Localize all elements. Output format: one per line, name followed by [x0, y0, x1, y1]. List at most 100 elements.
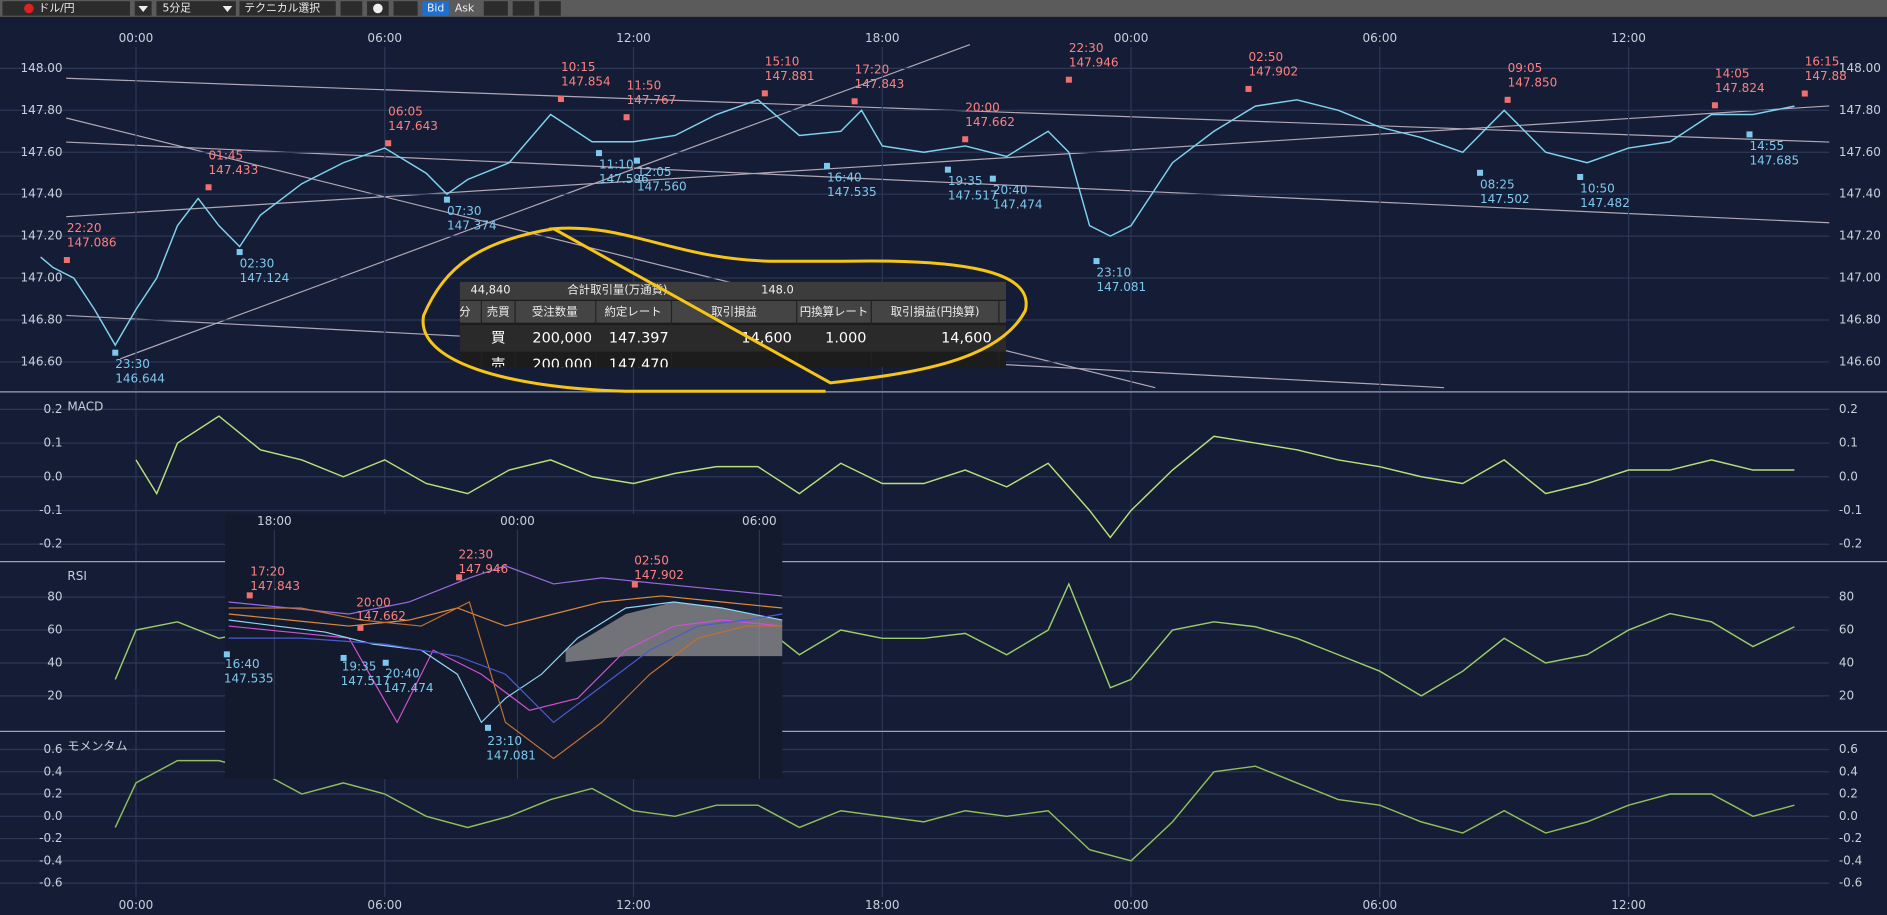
high-time: 09:05	[1508, 61, 1543, 75]
cell-rate: 147.470	[609, 357, 669, 373]
high-price: 147.767	[627, 93, 677, 107]
high-marker	[623, 114, 630, 121]
high-time: 22:20	[67, 221, 102, 235]
low-price: 147.502	[1480, 192, 1530, 206]
y-tick-label: -0.4	[39, 853, 62, 867]
high-price: 147.881	[765, 69, 815, 83]
y-tick-label: 148.00	[21, 61, 63, 75]
x-tick-label: 06:00	[367, 898, 402, 912]
summary-row	[459, 281, 1007, 300]
y-tick-label: 147.40	[21, 187, 63, 201]
high-marker	[1065, 76, 1072, 83]
bid-button[interactable]	[422, 1, 449, 16]
inset-line	[228, 601, 783, 724]
high-time: 02:50	[1248, 50, 1283, 64]
draw-tool-button[interactable]	[340, 1, 363, 16]
timeframe-select[interactable]	[156, 1, 236, 16]
y-tick-label: 147.80	[21, 103, 63, 117]
low-marker	[443, 196, 450, 203]
x-tick-label: 12:00	[1611, 898, 1646, 912]
cell-side: 買	[491, 330, 505, 346]
zoom-out-button[interactable]	[539, 1, 561, 16]
inset-low-time: 19:35	[342, 659, 377, 673]
series-line	[135, 415, 1795, 539]
high-price: 147.902	[1248, 65, 1298, 79]
y-tick-label: 0.0	[1839, 809, 1858, 823]
high-marker	[851, 98, 858, 105]
summary-cell: 合計取引量(万通貨)	[567, 283, 667, 297]
low-time: 08:25	[1480, 177, 1515, 191]
low-price: 147.560	[637, 180, 687, 194]
inset-high-time: 17:20	[250, 564, 285, 578]
technical: テクニカル選択	[244, 0, 320, 14]
high-time: 01:45	[209, 148, 244, 162]
y-tick-label: -0.2	[1839, 537, 1862, 551]
low-time: 02:30	[240, 257, 275, 271]
toolbar-bg	[0, 0, 1887, 17]
y-tick-label: 0.0	[43, 809, 62, 823]
inset-high-time: 20:00	[356, 596, 391, 610]
high-marker	[962, 136, 969, 143]
x-tick-label: 18:00	[865, 31, 900, 45]
low-price: 147.535	[827, 185, 877, 199]
inset-high-price: 147.662	[356, 609, 406, 623]
y-tick-label: 0.6	[43, 742, 62, 756]
low-marker	[944, 166, 951, 173]
high-time: 10:15	[561, 60, 596, 74]
y-tick-label: 0.2	[1839, 787, 1858, 801]
y-tick-label: 146.60	[21, 354, 63, 368]
low-price: 147.482	[1580, 196, 1630, 210]
x-tick-label: 06:00	[1362, 31, 1397, 45]
series-line	[40, 99, 1795, 347]
y-tick-label: 147.00	[21, 271, 63, 285]
low-time: 10:50	[1580, 182, 1615, 196]
symbol: ドル/円	[39, 1, 75, 14]
inset-line	[228, 565, 783, 615]
inset-low-time: 20:40	[385, 667, 420, 681]
low-time: 23:30	[115, 357, 150, 371]
low-time: 23:10	[1097, 266, 1132, 280]
high-marker	[557, 95, 564, 103]
y-tick-label: 147.40	[1839, 187, 1881, 201]
low-price: 147.596	[599, 172, 649, 186]
high-time: 22:30	[1069, 41, 1104, 55]
y-tick-label: -0.2	[39, 831, 62, 845]
inset-low-price: 147.517	[341, 674, 391, 688]
y-tick-label: 146.80	[1839, 312, 1881, 326]
inset-low-marker	[484, 724, 492, 731]
low-marker	[633, 157, 640, 164]
cell-quantity: 200,000	[532, 357, 592, 373]
high-price: 147.854	[561, 75, 611, 89]
low-time: 19:35	[948, 174, 983, 188]
symbol-select[interactable]	[2, 1, 130, 16]
inset-high-marker	[357, 624, 364, 631]
high-marker	[1504, 96, 1511, 103]
y-tick-label: 0.0	[1839, 469, 1858, 483]
pane-title: RSI	[67, 569, 87, 583]
indicator-button[interactable]	[483, 1, 508, 16]
inset-low-time: 16:40	[225, 657, 260, 671]
high-marker	[1801, 90, 1808, 97]
y-tick-label: -0.2	[1839, 831, 1862, 845]
ask-label[interactable]: Ask	[455, 1, 475, 14]
high-time: 17:20	[855, 62, 890, 76]
high-price: 147.946	[1069, 55, 1119, 69]
low-marker	[1746, 131, 1753, 138]
inset-line	[228, 619, 783, 724]
inset-high-marker	[456, 574, 463, 581]
zoom-in-button[interactable]	[512, 1, 535, 16]
low-price: 147.081	[1097, 280, 1147, 294]
high-time: 15:10	[765, 55, 800, 69]
low-price: 147.517	[948, 189, 998, 203]
technical-select[interactable]	[239, 1, 336, 16]
inset-chart: 18:00 00:00 06:00 17:20 147.843 20:00 14…	[223, 514, 783, 779]
y-tick-label: 148.00	[1839, 61, 1881, 75]
column-header: 売買	[487, 304, 510, 318]
inset-low-price: 147.081	[486, 749, 536, 763]
chart-type-button[interactable]	[393, 1, 418, 16]
y-tick-label: -0.2	[39, 537, 62, 551]
y-tick-label: 0.2	[1839, 402, 1858, 416]
low-time: 11:10	[599, 158, 634, 172]
high-time: 20:00	[965, 100, 1000, 114]
low-marker	[989, 175, 996, 182]
